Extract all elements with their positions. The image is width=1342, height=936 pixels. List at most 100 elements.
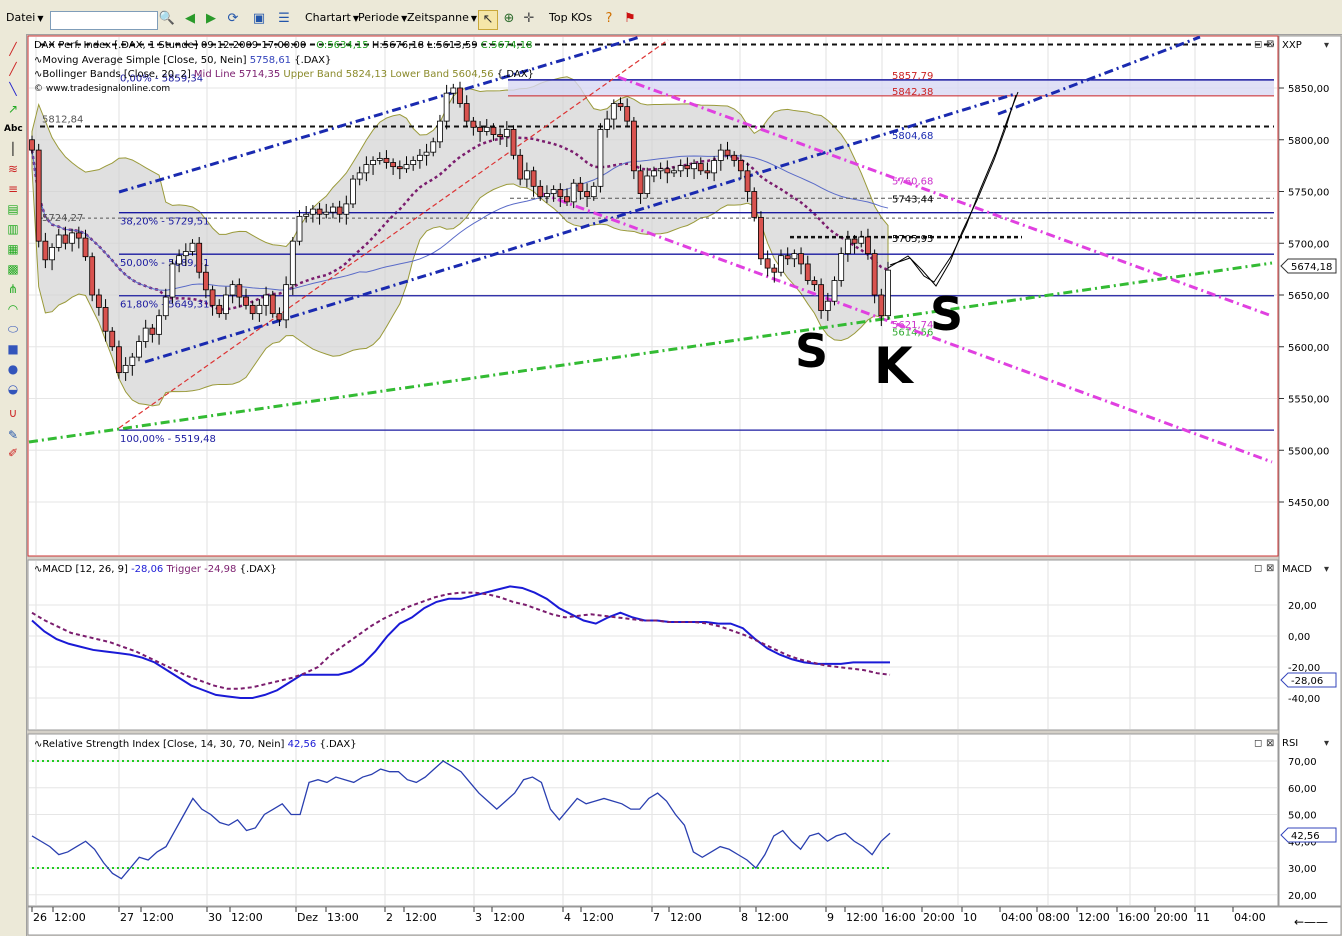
candle-body <box>309 208 316 215</box>
close-icon[interactable]: ⊠ <box>1266 563 1274 574</box>
price-tick-label: 5500,00 <box>1288 446 1329 457</box>
fibonacci-tool-icon[interactable]: ≋ <box>7 162 19 176</box>
candle-body <box>684 165 691 170</box>
candle-body <box>283 284 290 321</box>
level-label-5857: 5857,79 <box>892 71 933 82</box>
fib-fan-icon[interactable]: ▥ <box>7 222 19 236</box>
price-legend-3: ∿Bollinger Bands [Close, 20, 2] Mid Line… <box>34 69 534 80</box>
macd-tick-label: 20,00 <box>1288 601 1317 612</box>
close-icon[interactable]: ⊠ <box>1266 738 1274 749</box>
candle-body <box>149 327 156 335</box>
circle-tool-icon[interactable]: ● <box>7 362 19 376</box>
help-icon[interactable]: ? <box>605 11 613 26</box>
ellipse-tool-icon[interactable]: ⬭ <box>7 322 19 336</box>
time-tick-label: 12:00 <box>1078 911 1110 924</box>
candle-body <box>256 304 263 315</box>
price-axis-label: XXP <box>1282 40 1302 51</box>
flag-icon[interactable]: ⚑ <box>624 11 636 26</box>
timespan-menu[interactable]: Zeitspanne ▼ <box>407 8 477 28</box>
maximize-icon[interactable]: ◻ <box>1254 563 1262 574</box>
line-tool-icon[interactable]: ╱ <box>9 42 17 56</box>
vertical-line-icon[interactable]: │ <box>9 142 17 156</box>
delete-drawing-icon[interactable]: ✎ <box>7 428 19 442</box>
eraser-icon[interactable]: ✐ <box>7 446 19 460</box>
rsi-current-tag: 42,56 <box>1280 827 1337 843</box>
candle-body <box>396 166 403 170</box>
ray-tool-icon[interactable]: ╱ <box>9 62 17 76</box>
maximize-icon[interactable]: ◻ <box>1254 738 1262 749</box>
back-icon[interactable]: ◀ <box>185 11 195 26</box>
candle-body <box>236 284 243 298</box>
time-tick-label: 11 <box>1196 911 1210 924</box>
macd-lines <box>31 585 891 699</box>
candle-body <box>838 253 845 281</box>
trigger-line <box>31 591 891 690</box>
macd-axis-label: MACD <box>1282 564 1312 575</box>
scroll-left-icon[interactable]: ←—— <box>1294 915 1328 929</box>
forward-icon[interactable]: ▶ <box>206 11 216 26</box>
time-tick-label: 20:00 <box>1156 911 1188 924</box>
fib-label-38: 38,20% - 5729,51 <box>120 217 209 228</box>
shape-tool-icon[interactable]: ◒ <box>7 382 19 396</box>
candle-body <box>731 154 738 161</box>
maximize-icon[interactable]: ◻ <box>1254 39 1262 50</box>
time-tick-label: 2 <box>386 911 393 924</box>
green-support-line <box>28 261 1273 444</box>
price-legend-1: DAX Perf. Index [.DAX, 1 Stunde] 09.12.2… <box>34 40 532 51</box>
refresh-icon[interactable]: ⟳ <box>227 11 239 26</box>
channel-tool-icon[interactable]: ▤ <box>7 202 19 216</box>
candle-body <box>182 251 189 257</box>
charttype-menu[interactable]: Chartart ▼ <box>305 8 359 28</box>
search-input[interactable] <box>50 11 158 30</box>
candle-body <box>162 296 169 317</box>
blue-channel-upper <box>118 35 641 194</box>
candle-body <box>303 213 310 217</box>
axis-labels: 5850,00 5800,00 5750,00 5700,00 5650,00 5600,… <box>31 84 1329 924</box>
rsi-panel[interactable] <box>27 733 1279 907</box>
arrow-tool-icon[interactable]: ↗ <box>7 102 19 116</box>
fib-arc-icon[interactable]: ▦ <box>7 242 19 256</box>
close-icon[interactable]: ⊠ <box>1266 39 1274 50</box>
time-tick-label: 30 <box>208 911 222 924</box>
chevron-down-icon[interactable]: ▾ <box>1324 564 1329 575</box>
candle-body <box>269 294 276 315</box>
candle-body <box>617 103 624 108</box>
arc-tool-icon[interactable]: ◠ <box>7 302 19 316</box>
pitchfork-icon[interactable]: ⋔ <box>7 282 19 296</box>
period-menu[interactable]: Periode ▼ <box>358 8 407 28</box>
text-tool-icon[interactable]: Abc <box>4 124 23 134</box>
grid-tool-icon[interactable]: ▩ <box>7 262 19 276</box>
trendline-tool-icon[interactable]: ╲ <box>9 82 17 96</box>
time-tick-label: 12:00 <box>493 911 525 924</box>
rsi-axis-label: RSI <box>1282 738 1298 749</box>
pointer-icon[interactable]: ↖ <box>478 10 498 30</box>
top-kos-button[interactable]: Top KOs <box>549 11 593 24</box>
chevron-down-icon[interactable]: ▾ <box>1324 40 1329 51</box>
gann-tool-icon[interactable]: ≡ <box>7 182 19 196</box>
properties-icon[interactable]: ☰ <box>278 11 290 26</box>
level-label-5614: 5614,56 <box>892 328 933 339</box>
candle-body <box>824 300 831 311</box>
fib-label-0: 0,00% - 5859,34 <box>120 73 203 84</box>
candle-body <box>704 170 711 174</box>
chevron-down-icon[interactable]: ▾ <box>1324 738 1329 749</box>
chevron-down-icon: ▼ <box>470 14 477 23</box>
save-icon[interactable]: ▣ <box>252 11 266 26</box>
crosshair-icon[interactable]: ✛ <box>523 11 535 26</box>
candle-body <box>630 120 637 172</box>
rsi-legend: ∿Relative Strength Index [Close, 14, 30,… <box>34 739 357 750</box>
rectangle-tool-icon[interactable]: ■ <box>7 342 19 356</box>
candle-body <box>470 120 477 128</box>
search-icon[interactable]: 🔍 <box>158 11 176 26</box>
last-price-tag: 5674,18 <box>1280 258 1337 274</box>
macd-panel[interactable] <box>27 559 1279 731</box>
time-tick-label: Dez <box>297 911 318 924</box>
time-tick-label: 12:00 <box>582 911 614 924</box>
zoom-icon[interactable]: ⊕ <box>503 11 515 26</box>
candle-body <box>249 304 256 315</box>
time-tick-label: 12:00 <box>405 911 437 924</box>
candle-body <box>403 164 410 170</box>
magnet-icon[interactable]: ∪ <box>8 406 18 420</box>
file-menu[interactable]: Datei ▼ <box>6 8 44 28</box>
